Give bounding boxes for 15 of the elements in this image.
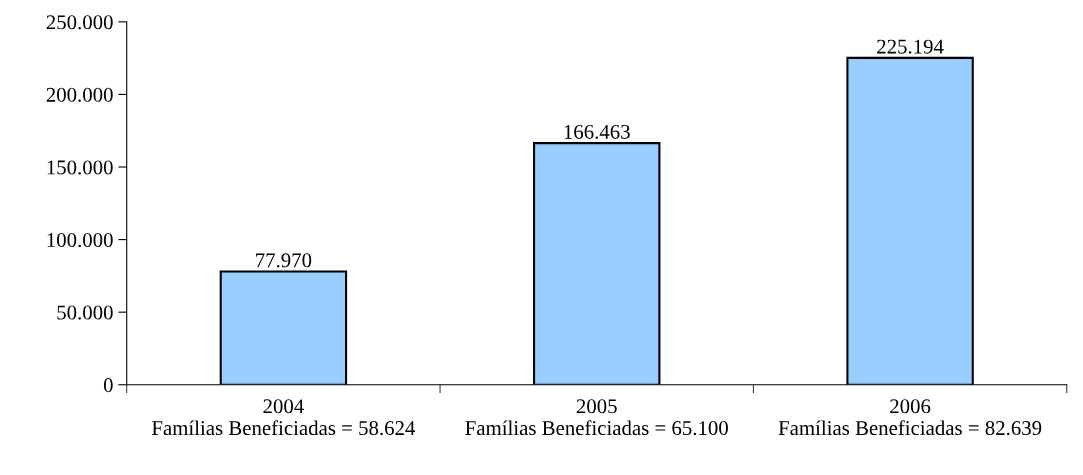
x-tick-label: 2005 Famílias Beneficiadas = 65.100	[465, 399, 728, 436]
bar	[846, 56, 974, 385]
y-tick-label: 200.000	[46, 87, 113, 102]
y-tick-label: 50.000	[57, 305, 113, 320]
data-label: 77.970	[256, 253, 312, 268]
x-tick-label: 2004 Famílias Beneficiadas = 58.624	[151, 399, 416, 436]
y-tick-label: 0	[103, 378, 113, 393]
y-tick-label: 100.000	[47, 232, 113, 248]
bar	[219, 270, 348, 385]
x-tick-label: 2006 Famílias Beneficiadas = 82.639	[778, 399, 1042, 436]
y-tick-label: 250.000	[46, 15, 113, 30]
y-tick-label: 150.000	[47, 160, 113, 175]
bar	[533, 142, 661, 385]
data-label: 225.194	[877, 39, 944, 54]
data-label: 166.463	[564, 124, 630, 139]
